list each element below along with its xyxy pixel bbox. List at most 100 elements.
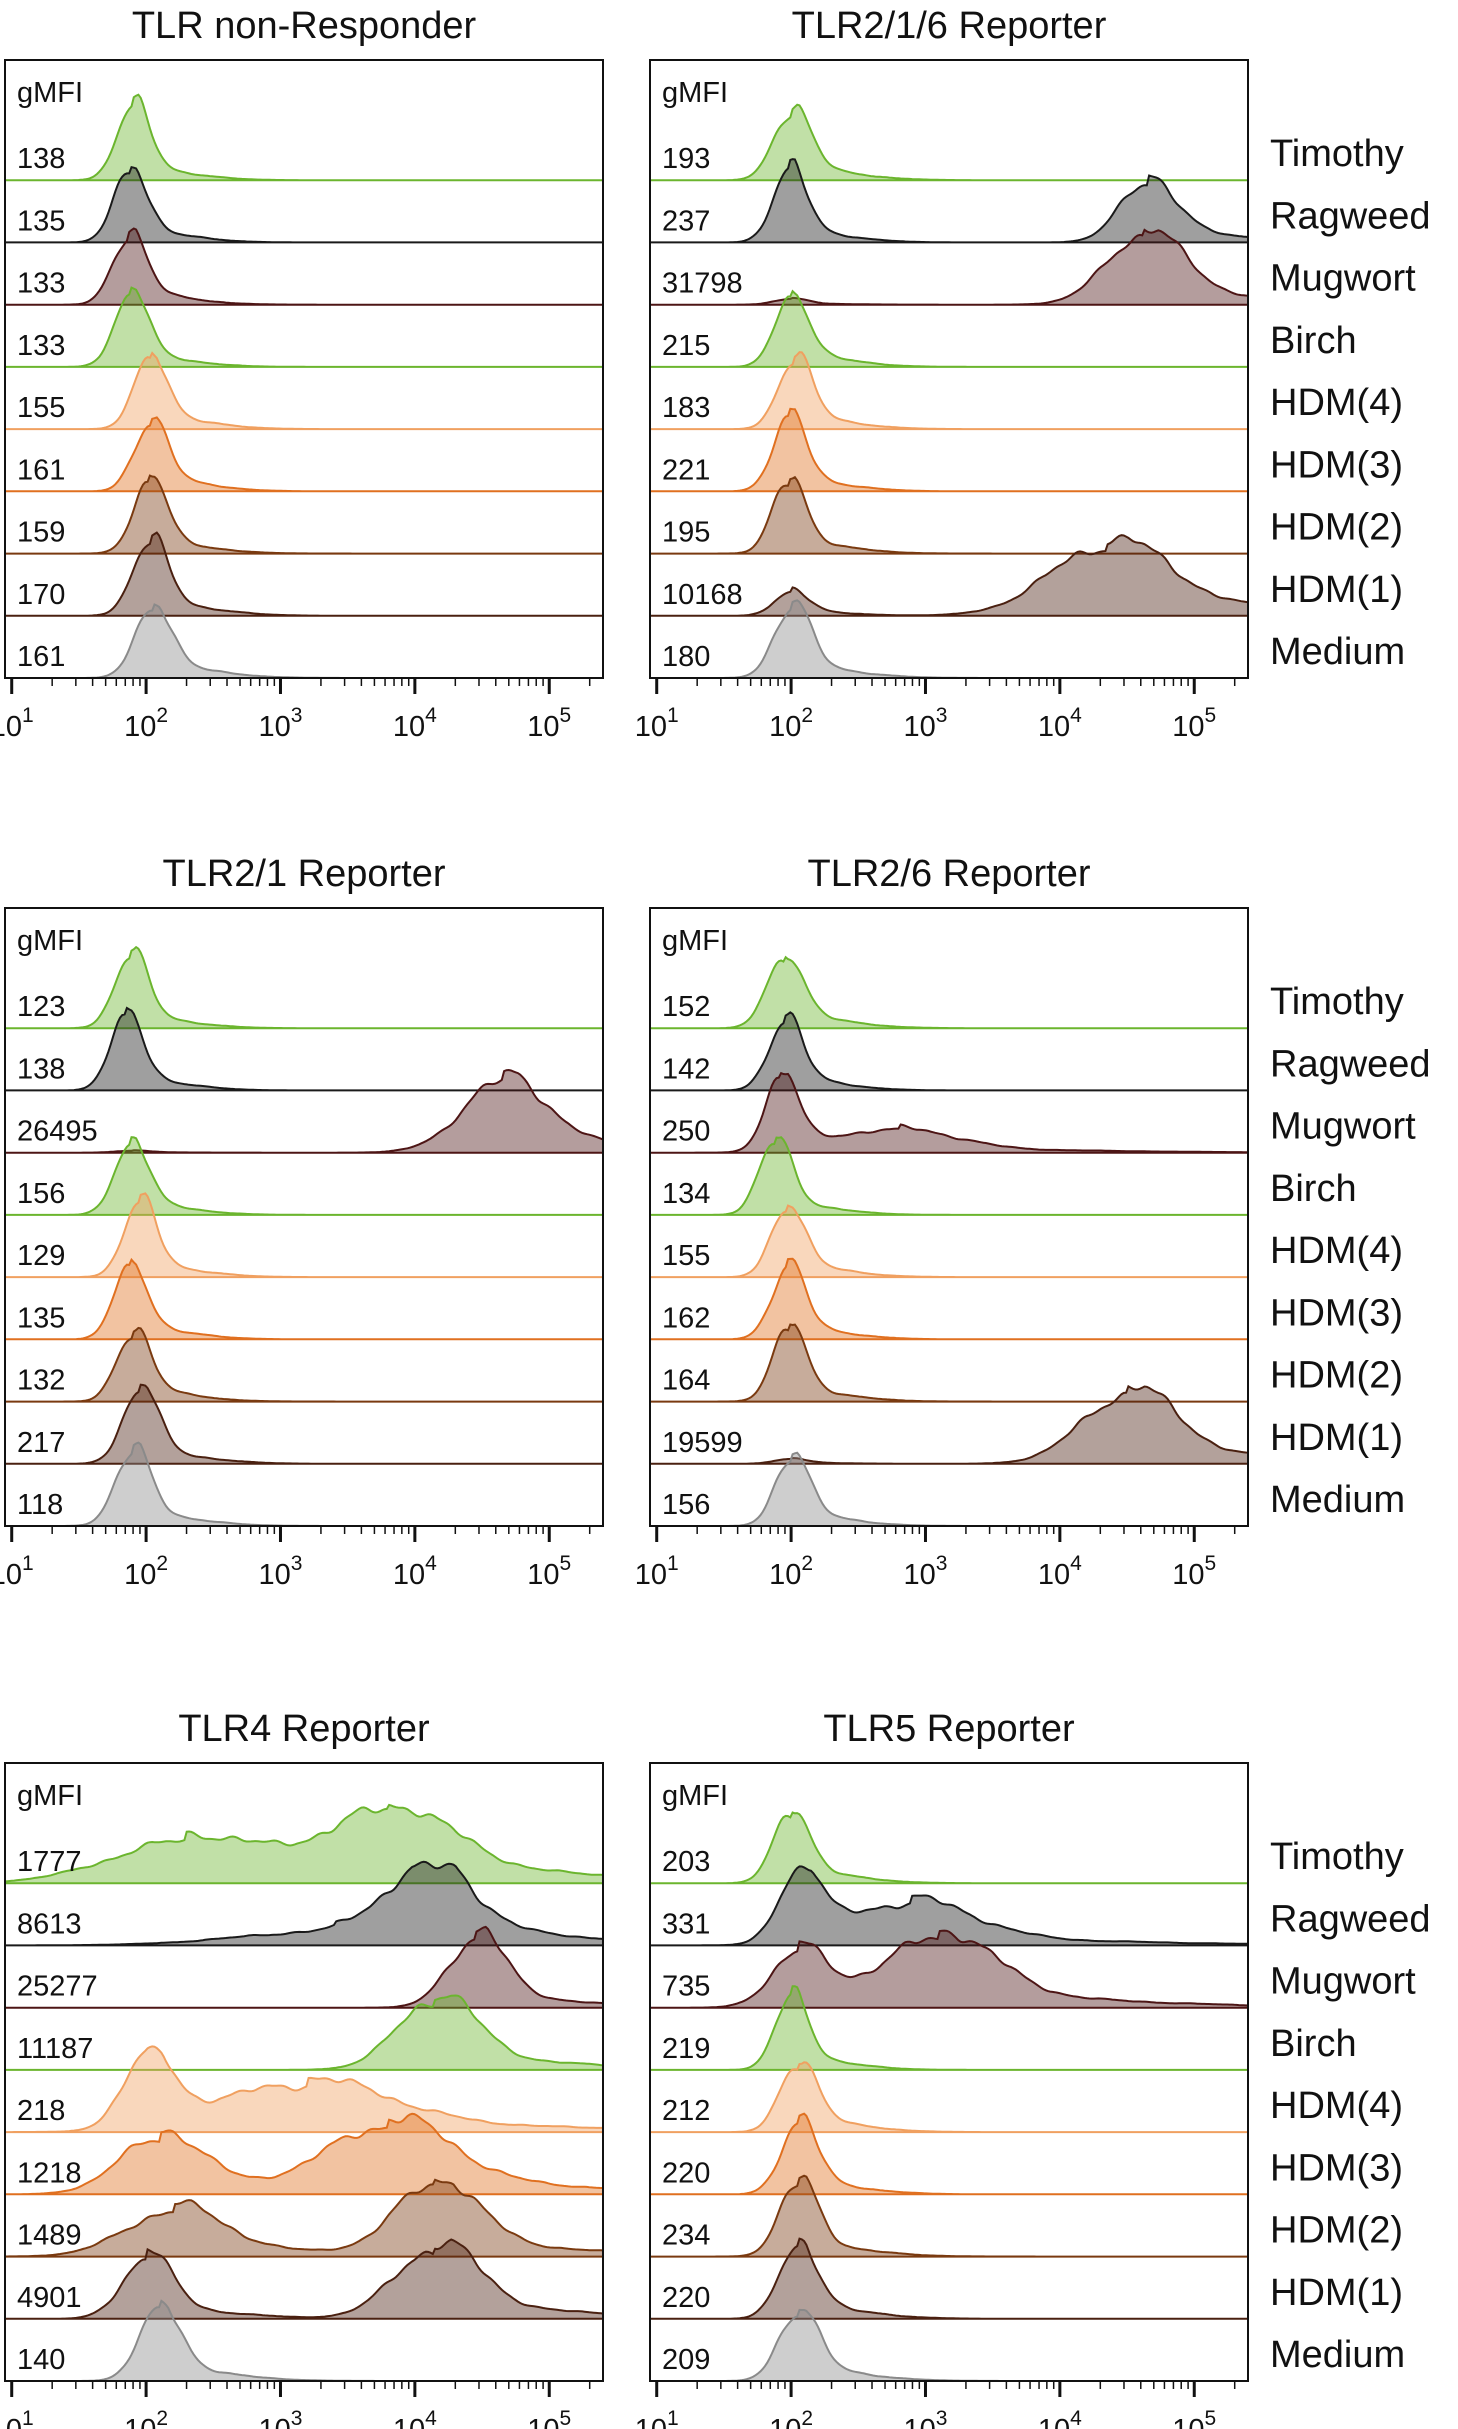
sample-label: HDM(3)	[1270, 1292, 1403, 1334]
histogram-hdm2	[5, 474, 603, 555]
gmfi-value: 219	[662, 2033, 710, 2065]
gmfi-value: 156	[662, 1489, 710, 1521]
sample-label: Medium	[1270, 2334, 1405, 2376]
x-tick-label: 101	[635, 2407, 679, 2429]
gmfi-value: 11187	[17, 2033, 93, 2065]
gmfi-value: 221	[662, 454, 710, 486]
histogram-ragweed	[650, 158, 1249, 244]
gmfi-value: 26495	[17, 1116, 98, 1148]
histogram-timothy	[650, 955, 1248, 1030]
x-tick-label: 101	[0, 2407, 34, 2429]
histogram-hdm2	[650, 1323, 1248, 1403]
gmfi-value: 31798	[662, 268, 743, 300]
sample-label: HDM(2)	[1270, 1355, 1403, 1397]
gmfi-value: 133	[17, 268, 65, 300]
x-tick-label: 102	[124, 1552, 168, 1591]
x-tick-label: 102	[769, 2407, 813, 2429]
sample-label: Birch	[1270, 320, 1357, 362]
sample-label: Medium	[1270, 631, 1405, 673]
histogram-hdm1	[650, 1384, 1249, 1465]
sample-label: HDM(3)	[1270, 2147, 1403, 2189]
panel-3: TLR2/6 Reporter gMFI 152 Timothy 142 Ragweed 2…	[635, 853, 1431, 1591]
x-tick-label: 103	[904, 2407, 948, 2429]
histogram-timothy	[650, 103, 1248, 182]
histogram-birch	[5, 1994, 604, 2071]
gmfi-value: 134	[662, 1178, 710, 1210]
x-tick-label: 103	[259, 704, 303, 743]
gmfi-value: 209	[662, 2344, 710, 2376]
gmfi-value: 234	[662, 2220, 710, 2252]
sample-label: Ragweed	[1270, 1043, 1431, 1085]
sample-label: Ragweed	[1270, 1898, 1431, 1940]
histogram-hdm1	[650, 2237, 1248, 2320]
histogram-medium	[5, 1441, 603, 1527]
gmfi-value: 19599	[662, 1427, 743, 1459]
gmfi-value: 8613	[17, 1908, 82, 1940]
gmfi-header: gMFI	[662, 925, 728, 957]
gmfi-value: 193	[662, 143, 710, 175]
sample-label: HDM(1)	[1270, 569, 1403, 611]
gmfi-value: 152	[662, 991, 710, 1023]
sample-label: HDM(4)	[1270, 382, 1403, 424]
histogram-hdm2	[650, 475, 1248, 555]
x-tick-label: 105	[527, 2407, 571, 2429]
panel-title: TLR non-Responder	[132, 5, 477, 47]
histogram-ragweed	[5, 1860, 604, 1947]
gmfi-value: 735	[662, 1971, 710, 2003]
histogram-mugwort	[650, 1071, 1249, 1154]
sample-label: Timothy	[1270, 133, 1404, 175]
gmfi-value: 1218	[17, 2157, 82, 2189]
x-tick-label: 104	[1038, 704, 1082, 743]
histogram-hdm1	[5, 531, 603, 617]
panel-frame	[4, 59, 604, 679]
sample-label: HDM(1)	[1270, 1417, 1403, 1459]
gmfi-value: 133	[17, 330, 65, 362]
x-tick-label: 101	[0, 704, 34, 743]
sample-label: Birch	[1270, 1168, 1357, 1210]
gmfi-value: 142	[662, 1053, 710, 1085]
histogram-hdm4	[650, 351, 1248, 431]
sample-label: Timothy	[1270, 1836, 1404, 1878]
gmfi-value: 217	[17, 1427, 65, 1459]
histogram-ragweed	[5, 1006, 603, 1092]
histogram-mugwort	[650, 228, 1249, 306]
panels-layer: TLR non-Responder gMFI 138 135 133 133 155 161 1…	[0, 5, 1431, 2429]
x-tick-label: 105	[527, 1552, 571, 1591]
panel-frame	[649, 907, 1249, 1527]
gmfi-value: 180	[662, 641, 710, 673]
sample-label: HDM(2)	[1270, 2210, 1403, 2252]
panel-title: TLR2/1/6 Reporter	[792, 5, 1107, 47]
panel-title: TLR5 Reporter	[823, 1708, 1075, 1750]
panel-0: TLR non-Responder gMFI 138 135 133 133 155 161 1…	[0, 5, 604, 743]
histogram-hdm3	[5, 416, 603, 493]
histogram-hdm2	[650, 2174, 1248, 2258]
gmfi-value: 10168	[662, 579, 743, 611]
histogram-hdm4	[650, 1204, 1248, 1279]
histogram-birch	[5, 1136, 603, 1216]
panel-title: TLR2/1 Reporter	[162, 853, 445, 895]
histogram-birch	[650, 1136, 1248, 1216]
gmfi-value: 1489	[17, 2220, 82, 2252]
gmfi-value: 218	[17, 2095, 65, 2127]
gmfi-value: 155	[17, 392, 65, 424]
histogram-hdm3	[650, 1257, 1248, 1341]
gmfi-value: 4901	[17, 2282, 82, 2314]
gmfi-value: 220	[662, 2282, 710, 2314]
gmfi-header: gMFI	[662, 77, 728, 109]
gmfi-value: 135	[17, 205, 65, 237]
histogram-timothy	[5, 945, 603, 1030]
panel-1: TLR2/1/6 Reporter gMFI 193 Timothy 237 Ragwee…	[635, 5, 1431, 743]
x-tick-label: 101	[0, 1552, 34, 1591]
histogram-hdm3	[5, 1257, 603, 1341]
histogram-hdm1	[650, 534, 1249, 617]
sample-label: Medium	[1270, 1479, 1405, 1521]
histogram-timothy	[650, 1811, 1248, 1885]
panel-frame	[4, 907, 604, 1527]
x-tick-label: 105	[1172, 2407, 1216, 2429]
gmfi-value: 156	[17, 1178, 65, 1210]
x-tick-label: 101	[635, 1552, 679, 1591]
gmfi-value: 140	[17, 2344, 65, 2376]
histogram-hdm1	[5, 2238, 604, 2320]
x-tick-label: 105	[1172, 1552, 1216, 1591]
sample-label: HDM(4)	[1270, 2085, 1403, 2127]
